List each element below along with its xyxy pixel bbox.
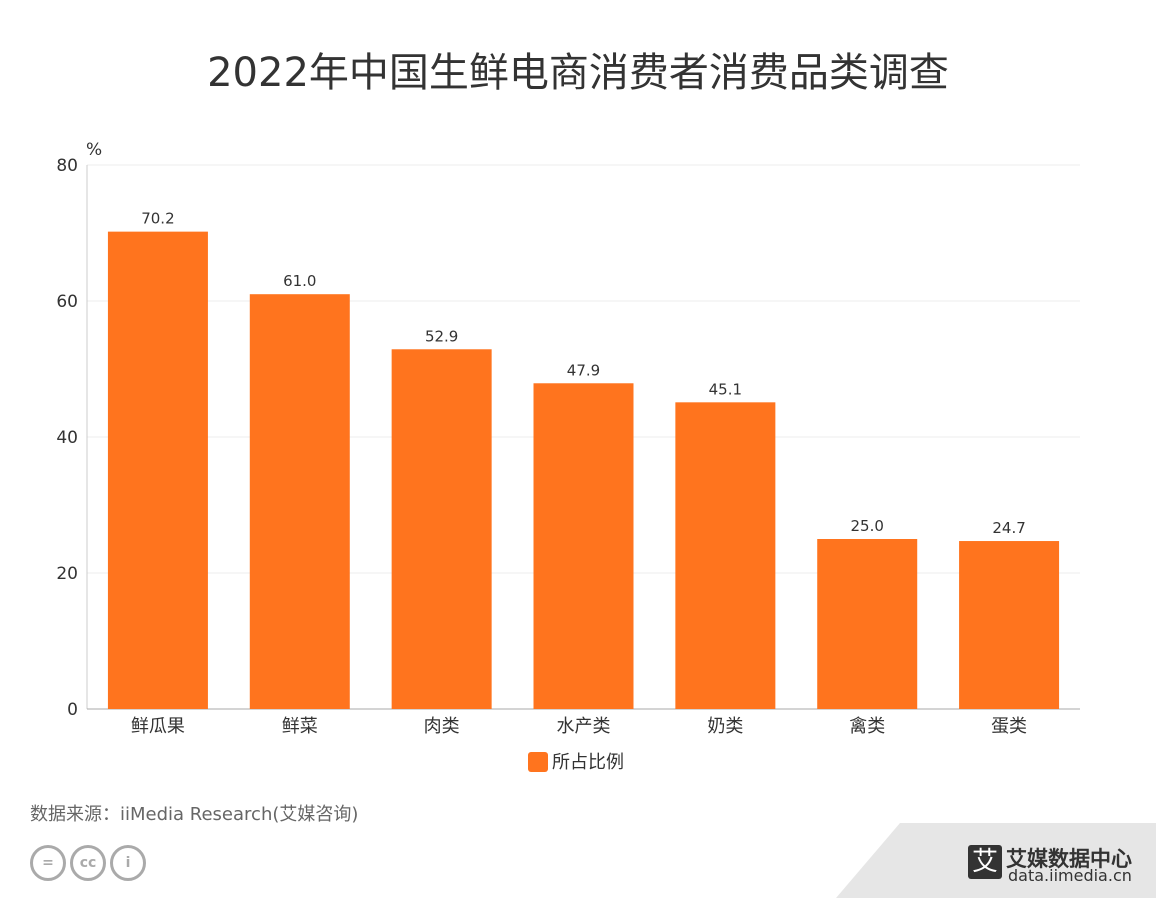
x-tick-label: 水产类 [557,716,611,737]
chart-title: 2022年中国生鲜电商消费者消费品类调查 [207,50,949,96]
data-label: 25.0 [851,517,884,535]
bar-chart: 0 20 40 60 80% 70.2 鲜瓜果 61.0 鲜菜 52.9 肉类 47.9 水产类 45.1… [56,140,1080,773]
x-tick-label: 禽类 [849,716,885,737]
x-tick-label: 鲜菜 [282,716,318,737]
iimedia-logo: 艾 [968,845,1002,879]
y-axis-label: % [86,140,102,160]
y-tick-label: 80 [56,156,78,176]
watermark-name: 艾媒数据中心 [1006,847,1132,871]
y-tick-label: 40 [56,428,78,448]
legend-label: 所占比例 [552,752,624,773]
cc-icon: cc [70,845,106,881]
y-tick-label: 20 [56,564,78,584]
bar [533,383,634,709]
y-tick-label: 60 [56,292,78,312]
x-tick-label: 肉类 [424,716,460,737]
data-label: 24.7 [992,519,1025,537]
data-source: 数据来源：iiMedia Research(艾媒咨询) [30,804,359,825]
x-tick-label: 蛋类 [991,716,1027,737]
legend-swatch [528,752,548,772]
bar [959,541,1060,709]
bar [817,539,918,709]
bar [675,402,776,709]
x-tick-label: 鲜瓜果 [131,716,185,737]
data-label: 70.2 [141,210,174,228]
cc-nd-icon: = [30,845,66,881]
data-label: 61.0 [283,272,316,290]
y-tick-label: 0 [67,700,78,720]
cc-by-icon: i [110,845,146,881]
bar [107,231,208,709]
watermark-url: data.iimedia.cn [1008,866,1132,885]
bar [249,294,350,709]
data-label: 45.1 [709,380,742,398]
x-tick-label: 奶类 [707,716,743,737]
data-label: 47.9 [567,361,600,379]
bar [391,349,492,709]
data-label: 52.9 [425,327,458,345]
